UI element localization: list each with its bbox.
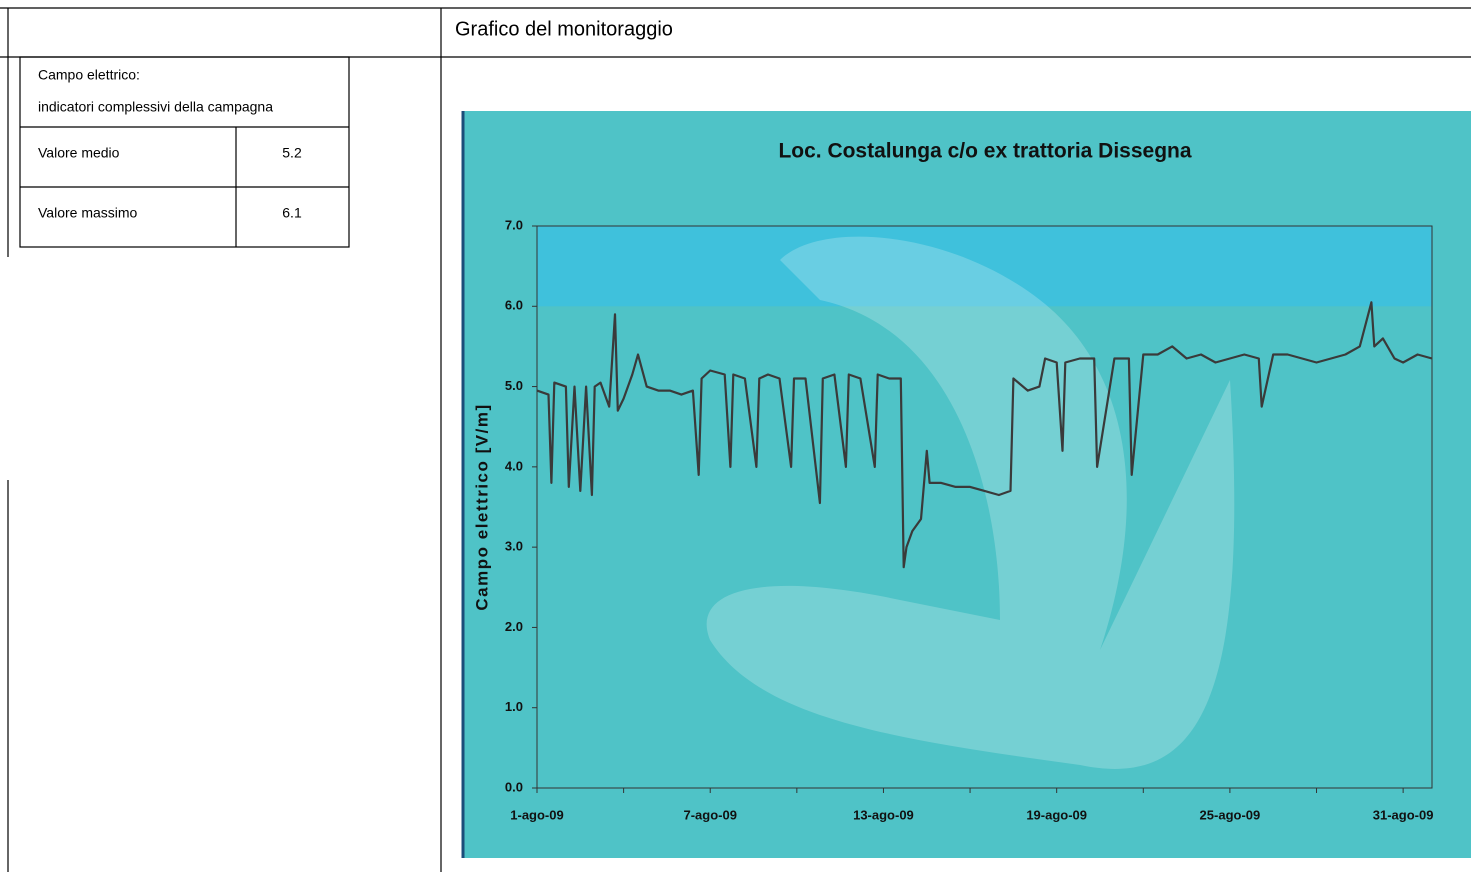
y-tick-label: 3.0: [505, 539, 523, 554]
x-tick-label: 7-ago-09: [683, 807, 736, 822]
chart-title: Loc. Costalunga c/o ex trattoria Dissegn…: [778, 140, 1191, 163]
y-axis-label: Campo elettrico [V/m]: [472, 403, 491, 610]
table-cell: 5.2: [282, 145, 302, 161]
x-tick-label: 13-ago-09: [853, 807, 914, 822]
x-tick-label: 1-ago-09: [510, 807, 563, 822]
y-tick-label: 2.0: [505, 619, 523, 634]
y-tick-label: 1.0: [505, 699, 523, 714]
x-tick-label: 25-ago-09: [1200, 807, 1261, 822]
table-caption: Campo elettrico:: [38, 67, 140, 83]
page: Grafico del monitoraggio Campo elettrico…: [0, 0, 1471, 872]
y-tick-label: 6.0: [505, 298, 523, 313]
table-cell: Valore medio: [38, 145, 120, 161]
y-tick-label: 7.0: [505, 217, 523, 232]
x-tick-label: 19-ago-09: [1026, 807, 1087, 822]
y-tick-label: 5.0: [505, 378, 523, 393]
chart: Loc. Costalunga c/o ex trattoria Dissegn…: [462, 111, 1471, 858]
x-tick-label: 31-ago-09: [1373, 807, 1434, 822]
y-tick-label: 4.0: [505, 458, 523, 473]
table-cell: 6.1: [282, 205, 302, 221]
y-tick-label: 0.0: [505, 779, 523, 794]
section-title: Grafico del monitoraggio: [455, 18, 673, 40]
table-caption: indicatori complessivi della campagna: [38, 99, 273, 115]
table-cell: Valore massimo: [38, 205, 138, 221]
